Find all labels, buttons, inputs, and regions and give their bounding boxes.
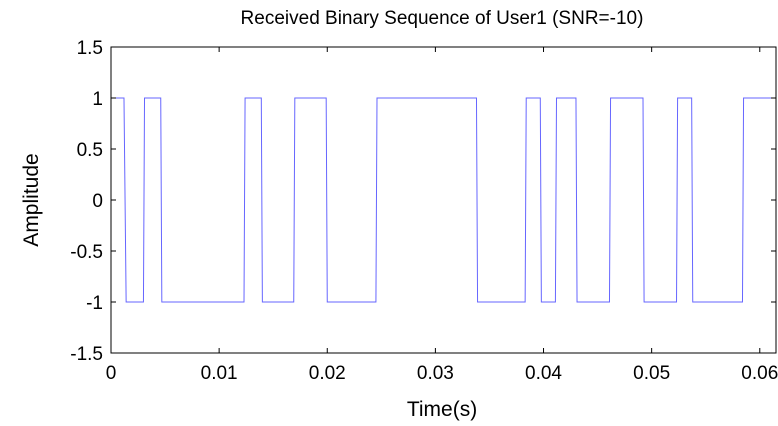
x-tick-label: 0.05 (633, 363, 670, 384)
y-tick-label: -1 (86, 293, 103, 314)
y-tick-label: 0 (92, 191, 103, 212)
series-layer (111, 97, 776, 303)
y-tick-label: 1.5 (77, 38, 103, 59)
plot-area (110, 46, 777, 354)
x-tick-label: 0.06 (741, 363, 778, 384)
x-tick-label: 0.02 (309, 363, 346, 384)
x-tick-label: 0 (106, 363, 117, 384)
x-tick-label: 0.01 (201, 363, 238, 384)
tick-marks (110, 46, 776, 354)
x-tick-label: 0.04 (525, 363, 562, 384)
x-tick-labels: 0 0.01 0.02 0.03 0.04 0.05 0.06 (106, 363, 778, 384)
y-tick-label: -0.5 (70, 242, 103, 263)
chart-title: Received Binary Sequence of User1 (SNR=-… (241, 8, 644, 29)
plot-frame (110, 46, 777, 354)
x-axis-label: Time(s) (407, 398, 477, 421)
y-tick-labels: 1.5 1 0.5 0 -0.5 -1 -1.5 (70, 38, 103, 365)
x-tick-label: 0.03 (417, 363, 454, 384)
y-axis-label: Amplitude (20, 153, 43, 246)
y-tick-label: -1.5 (70, 344, 103, 365)
series-line-0 (111, 97, 776, 303)
y-tick-label: 0.5 (77, 140, 103, 161)
y-tick-label: 1 (92, 89, 103, 110)
